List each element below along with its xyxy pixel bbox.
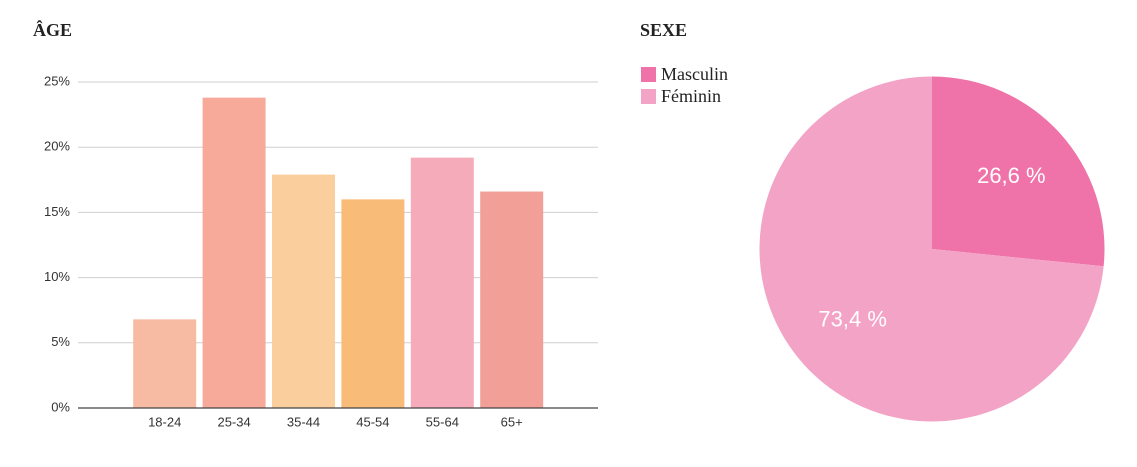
x-tick-label: 25-34: [217, 414, 250, 429]
x-tick-label: 65+: [501, 414, 523, 429]
y-tick-label: 0%: [51, 399, 70, 414]
slice-label: 26,6 %: [977, 163, 1046, 188]
bar-chart-title: ÂGE: [33, 19, 72, 40]
bar: [272, 174, 335, 408]
y-tick-label: 10%: [44, 269, 70, 284]
pie-slice: [932, 76, 1105, 267]
x-tick-label: 55-64: [426, 414, 459, 429]
legend-swatch: [641, 67, 656, 82]
legend-swatch: [641, 89, 656, 104]
bar: [480, 191, 544, 408]
y-tick-label: 25%: [44, 73, 70, 88]
bar: [202, 97, 266, 408]
y-tick-label: 15%: [44, 204, 70, 219]
pie-chart-title: SEXE: [640, 20, 687, 40]
bar: [341, 199, 405, 408]
y-tick-label: 5%: [51, 334, 70, 349]
legend-label: Masculin: [661, 64, 728, 84]
x-tick-label: 45-54: [356, 414, 389, 429]
x-tick-label: 18-24: [148, 414, 181, 429]
legend-label: Féminin: [661, 86, 721, 106]
bar: [410, 157, 474, 408]
y-tick-label: 20%: [44, 139, 70, 154]
bar: [133, 319, 197, 408]
slice-label: 73,4 %: [818, 307, 887, 332]
x-tick-label: 35-44: [287, 414, 320, 429]
pie-slice: [759, 76, 1104, 422]
